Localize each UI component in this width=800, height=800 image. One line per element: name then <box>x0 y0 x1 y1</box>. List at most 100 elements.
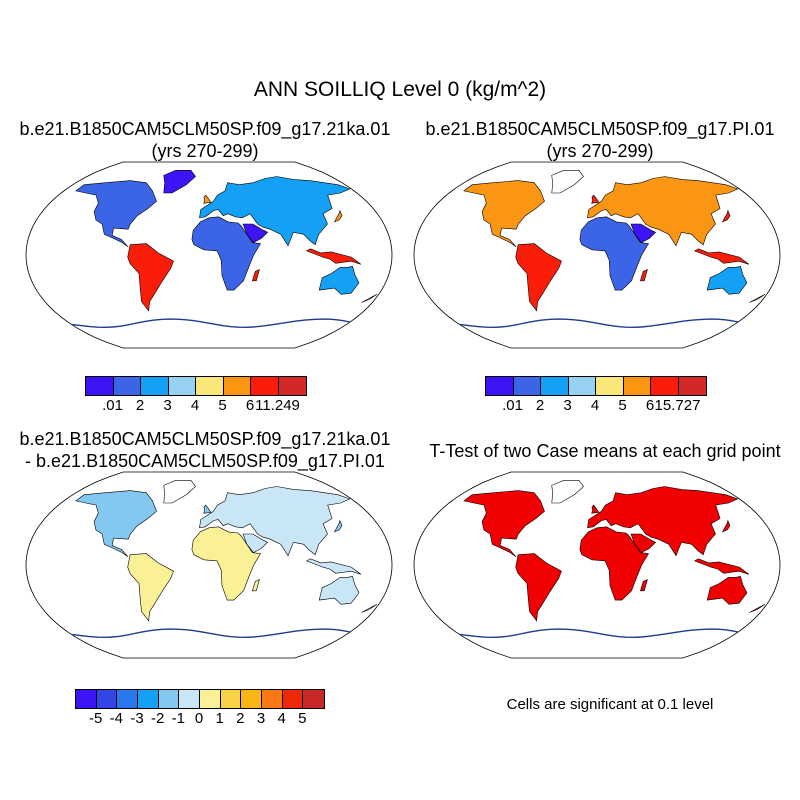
antarctica-coast <box>71 318 351 329</box>
colorbar-tick-label: 5 <box>618 397 627 414</box>
land-arabia <box>242 533 269 553</box>
colorbar-tick-label: 4 <box>190 397 200 414</box>
land-madagascar <box>639 268 648 282</box>
map-case2 <box>413 161 781 349</box>
figure-title: ANN SOILLIQ Level 0 (kg/m^2) <box>253 78 547 101</box>
land-madagascar <box>639 578 648 592</box>
land-africa <box>191 216 261 291</box>
map-ttest <box>413 471 781 659</box>
colorbar-swatch <box>137 690 159 708</box>
land-japan <box>721 209 731 223</box>
land-britain <box>591 504 600 514</box>
colorbar-tick-label: 3 <box>163 397 172 414</box>
colorbar-tick-label: 2 <box>135 397 145 414</box>
land-australia <box>318 576 360 605</box>
land-arabia <box>630 223 657 243</box>
land-arabia <box>242 223 269 243</box>
land-britain <box>203 504 212 514</box>
colorbar-tick-label: 6 <box>645 397 655 414</box>
panel-title-case2-line1: b.e21.B1850CAM5CLM50SP.f09_g17.PI.01 <box>425 119 775 139</box>
colorbar-tick-label: .01 <box>102 397 123 414</box>
land-northamerica <box>75 180 157 247</box>
colorbar-swatch <box>158 690 180 708</box>
land-newzealand <box>361 294 378 303</box>
colorbar-tick-label: .01 <box>502 397 523 414</box>
colorbar-swatch <box>113 377 141 395</box>
panel-title-difference-line1: b.e21.B1850CAM5CLM50SP.f09_g17.21ka.01 <box>19 429 391 449</box>
colorbar-swatch <box>223 377 251 395</box>
colorbar-swatch <box>651 377 679 395</box>
land-britain <box>203 194 212 204</box>
land-greenland <box>551 170 584 194</box>
land-australia <box>706 266 748 295</box>
land-britain <box>591 194 600 204</box>
colorbar-swatch <box>117 690 138 708</box>
colorbar-swatch <box>513 377 541 395</box>
antarctica-coast <box>71 628 351 639</box>
colorbar-case1 <box>85 376 307 396</box>
land-eurasia <box>199 176 351 247</box>
panel-title-case1-line1: b.e21.B1850CAM5CLM50SP.f09_g17.21ka.01 <box>19 119 391 139</box>
map-difference <box>25 471 393 659</box>
colorbar-tick-label: 11.249 <box>255 397 300 414</box>
colorbar-tick-label: 6 <box>245 397 255 414</box>
colorbar-swatch <box>141 377 169 395</box>
colorbar-tick-label: 2 <box>535 397 545 414</box>
land-southamerica <box>515 553 562 622</box>
colorbar-swatch <box>220 690 242 708</box>
colorbar-swatch <box>241 690 262 708</box>
land-japan <box>721 519 731 533</box>
land-seasia <box>693 558 750 575</box>
land-seasia <box>693 248 750 265</box>
map-case1 <box>25 161 393 349</box>
colorbar-tick-label: 3 <box>563 397 572 414</box>
colorbar-tick-label: 5 <box>218 397 227 414</box>
colorbar-tick-label: -2 <box>150 710 165 727</box>
panel-title-ttest: T-Test of two Case means at each grid po… <box>410 440 800 462</box>
panel-title-case2: b.e21.B1850CAM5CLM50SP.f09_g17.PI.01 (yr… <box>400 118 800 162</box>
colorbar-difference-ticks: -5 -4 -3 -2 -1 0 1 2 3 4 5 <box>75 710 323 728</box>
colorbar-swatch <box>261 690 283 708</box>
land-greenland <box>163 170 196 194</box>
colorbar-tick-label: 0 <box>194 710 204 727</box>
colorbar-tick-label: 2 <box>236 710 245 727</box>
panel-title-case1-line2: (yrs 270-299) <box>151 141 259 161</box>
colorbar-swatch <box>199 690 221 708</box>
land-greenland <box>551 480 584 504</box>
land-seasia <box>305 248 362 265</box>
colorbar-swatch <box>678 377 706 395</box>
colorbar-tick-label: 4 <box>277 710 286 727</box>
land-africa <box>579 216 649 291</box>
colorbar-case2 <box>485 376 707 396</box>
colorbar-swatch <box>282 690 304 708</box>
colorbar-tick-label: 5 <box>298 710 307 727</box>
colorbar-swatch <box>196 377 224 395</box>
land-eurasia <box>587 176 739 247</box>
land-southamerica <box>127 243 174 312</box>
land-africa <box>579 526 649 601</box>
colorbar-swatch <box>568 377 596 395</box>
panel-title-case2-line2: (yrs 270-299) <box>546 141 654 161</box>
colorbar-tick-label: -1 <box>171 710 185 727</box>
colorbar-swatch <box>623 377 651 395</box>
colorbar-swatch <box>303 690 324 708</box>
land-southamerica <box>127 553 174 622</box>
land-africa <box>191 526 261 601</box>
land-northamerica <box>463 180 545 247</box>
panel-title-difference: b.e21.B1850CAM5CLM50SP.f09_g17.21ka.01 -… <box>0 428 410 472</box>
land-northamerica <box>75 490 157 557</box>
land-australia <box>318 266 360 295</box>
land-greenland <box>163 480 196 504</box>
colorbar-swatch <box>541 377 569 395</box>
colorbar-swatch <box>486 377 514 395</box>
colorbar-tick-label: 1 <box>215 710 224 727</box>
panel-title-ttest-line1: T-Test of two Case means at each grid po… <box>429 441 781 461</box>
land-japan <box>333 519 343 533</box>
land-northamerica <box>463 490 545 557</box>
colorbar-tick-label: -4 <box>109 710 123 727</box>
colorbar-swatch <box>86 377 114 395</box>
colorbar-swatch <box>596 377 624 395</box>
land-newzealand <box>361 604 378 613</box>
land-madagascar <box>251 268 260 282</box>
antarctica-coast <box>459 318 739 329</box>
